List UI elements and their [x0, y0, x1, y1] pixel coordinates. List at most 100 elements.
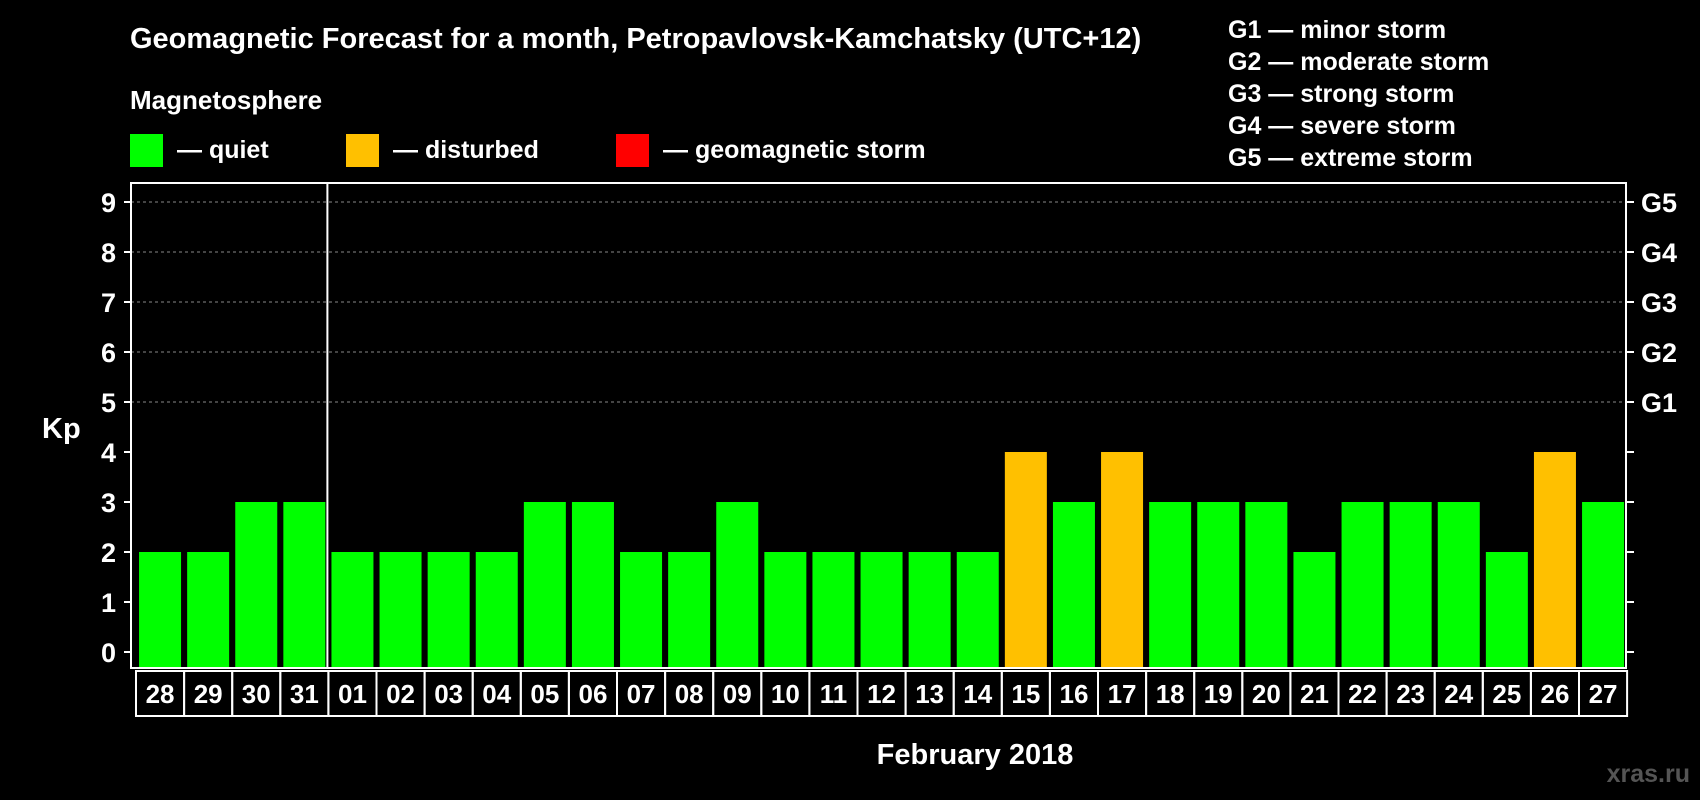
x-axis-label: February 2018: [877, 739, 1074, 771]
date-label-03: 03: [434, 679, 463, 709]
date-label-05: 05: [530, 679, 559, 709]
bar-27: [1582, 502, 1625, 668]
bar-24: [1437, 502, 1480, 668]
date-label-23: 23: [1396, 679, 1425, 709]
bar-21: [1293, 552, 1336, 668]
bar-06: [571, 502, 614, 668]
date-label-22: 22: [1348, 679, 1377, 709]
date-label-19: 19: [1204, 679, 1233, 709]
date-label-15: 15: [1011, 679, 1040, 709]
legend-swatch-storm: [616, 134, 649, 167]
date-label-25: 25: [1492, 679, 1521, 709]
storm-level-axis: G1 G2 G3 G4 G5: [1626, 188, 1677, 653]
legend-swatch-quiet: [130, 134, 163, 167]
bars: [139, 452, 1625, 668]
bar-25: [1485, 552, 1528, 668]
bar-09: [716, 502, 759, 668]
bar-15: [1004, 452, 1047, 668]
y-axis-label: Kp: [42, 413, 81, 445]
watermark: xras.ru: [1607, 760, 1690, 788]
chart-title: Geomagnetic Forecast for a month, Petrop…: [130, 23, 1141, 55]
bar-26: [1533, 452, 1576, 668]
legend-title: Magnetosphere: [130, 85, 322, 115]
bar-16: [1052, 502, 1095, 668]
y-tick-label: 1: [101, 588, 116, 618]
legend-label-storm: — geomagnetic storm: [663, 136, 926, 164]
date-label-06: 06: [578, 679, 607, 709]
y-tick-label: 3: [101, 488, 116, 518]
storm-level-label: G1: [1641, 388, 1677, 418]
date-label-09: 09: [723, 679, 752, 709]
bar-13: [908, 552, 951, 668]
date-label-11: 11: [820, 679, 848, 709]
date-axis: 28 29 30 31 01 02 03 04 05 06 07 08 09 10 11 12 13 14 15 16…: [135, 670, 1629, 717]
bar-17: [1101, 452, 1144, 668]
storm-scale-g1: G1 — minor storm: [1228, 16, 1446, 44]
bar-28: [139, 552, 182, 668]
legend: — quiet — disturbed — geomagnetic storm: [130, 134, 926, 167]
plot-frame: [130, 182, 1627, 669]
date-label-16: 16: [1059, 679, 1088, 709]
bar-03: [427, 552, 470, 668]
bar-30: [235, 502, 278, 668]
bar-02: [379, 552, 422, 668]
date-label-18: 18: [1156, 679, 1185, 709]
y-tick-label: 5: [101, 388, 116, 418]
y-tick-label: 8: [101, 238, 116, 268]
y-axis: 0 1 2 3 4 5 6 7 8 9: [101, 188, 131, 668]
legend-swatch-disturbed: [346, 134, 379, 167]
date-label-28: 28: [146, 679, 175, 709]
bar-23: [1389, 502, 1432, 668]
date-label-21: 21: [1300, 679, 1329, 709]
date-label-02: 02: [386, 679, 415, 709]
bar-01: [331, 552, 374, 668]
legend-label-disturbed: — disturbed: [393, 136, 539, 164]
bar-10: [764, 552, 807, 668]
bar-11: [812, 552, 855, 668]
date-label-12: 12: [867, 679, 896, 709]
storm-level-label: G4: [1641, 238, 1677, 268]
y-tick-label: 6: [101, 338, 116, 368]
legend-label-quiet: — quiet: [177, 136, 269, 164]
date-label-10: 10: [771, 679, 800, 709]
storm-level-label: G5: [1641, 188, 1677, 218]
storm-scale-g5: G5 — extreme storm: [1228, 144, 1473, 172]
bar-20: [1245, 502, 1288, 668]
bar-08: [668, 552, 711, 668]
storm-scale-legend: G1 — minor storm G2 — moderate storm G3 …: [1228, 16, 1489, 172]
date-label-30: 30: [242, 679, 271, 709]
y-tick-label: 9: [101, 188, 116, 218]
grid-lines: [131, 201, 1626, 403]
date-label-29: 29: [194, 679, 223, 709]
bar-29: [187, 552, 230, 668]
date-label-07: 07: [627, 679, 656, 709]
bar-22: [1341, 502, 1384, 668]
bar-05: [523, 502, 566, 668]
bar-12: [860, 552, 903, 668]
y-tick-label: 7: [101, 288, 116, 318]
bar-14: [956, 552, 999, 668]
y-tick-label: 4: [101, 438, 116, 468]
date-label-04: 04: [482, 679, 511, 709]
date-label-14: 14: [963, 679, 992, 709]
date-label-01: 01: [338, 679, 367, 709]
date-label-13: 13: [915, 679, 944, 709]
bar-18: [1149, 502, 1192, 668]
date-label-17: 17: [1108, 679, 1137, 709]
y-tick-label: 2: [101, 538, 116, 568]
date-cell: [1578, 670, 1629, 717]
bar-31: [283, 502, 326, 668]
storm-scale-g4: G4 — severe storm: [1228, 112, 1456, 140]
date-label-26: 26: [1540, 679, 1569, 709]
bar-07: [620, 552, 663, 668]
date-label-20: 20: [1252, 679, 1281, 709]
y-tick-label: 0: [101, 638, 116, 668]
storm-scale-g2: G2 — moderate storm: [1228, 48, 1489, 76]
date-label-27: 27: [1589, 679, 1618, 709]
bar-19: [1197, 502, 1240, 668]
date-label-08: 08: [675, 679, 704, 709]
storm-level-label: G2: [1641, 338, 1677, 368]
bar-04: [475, 552, 518, 668]
storm-level-label: G3: [1641, 288, 1677, 318]
